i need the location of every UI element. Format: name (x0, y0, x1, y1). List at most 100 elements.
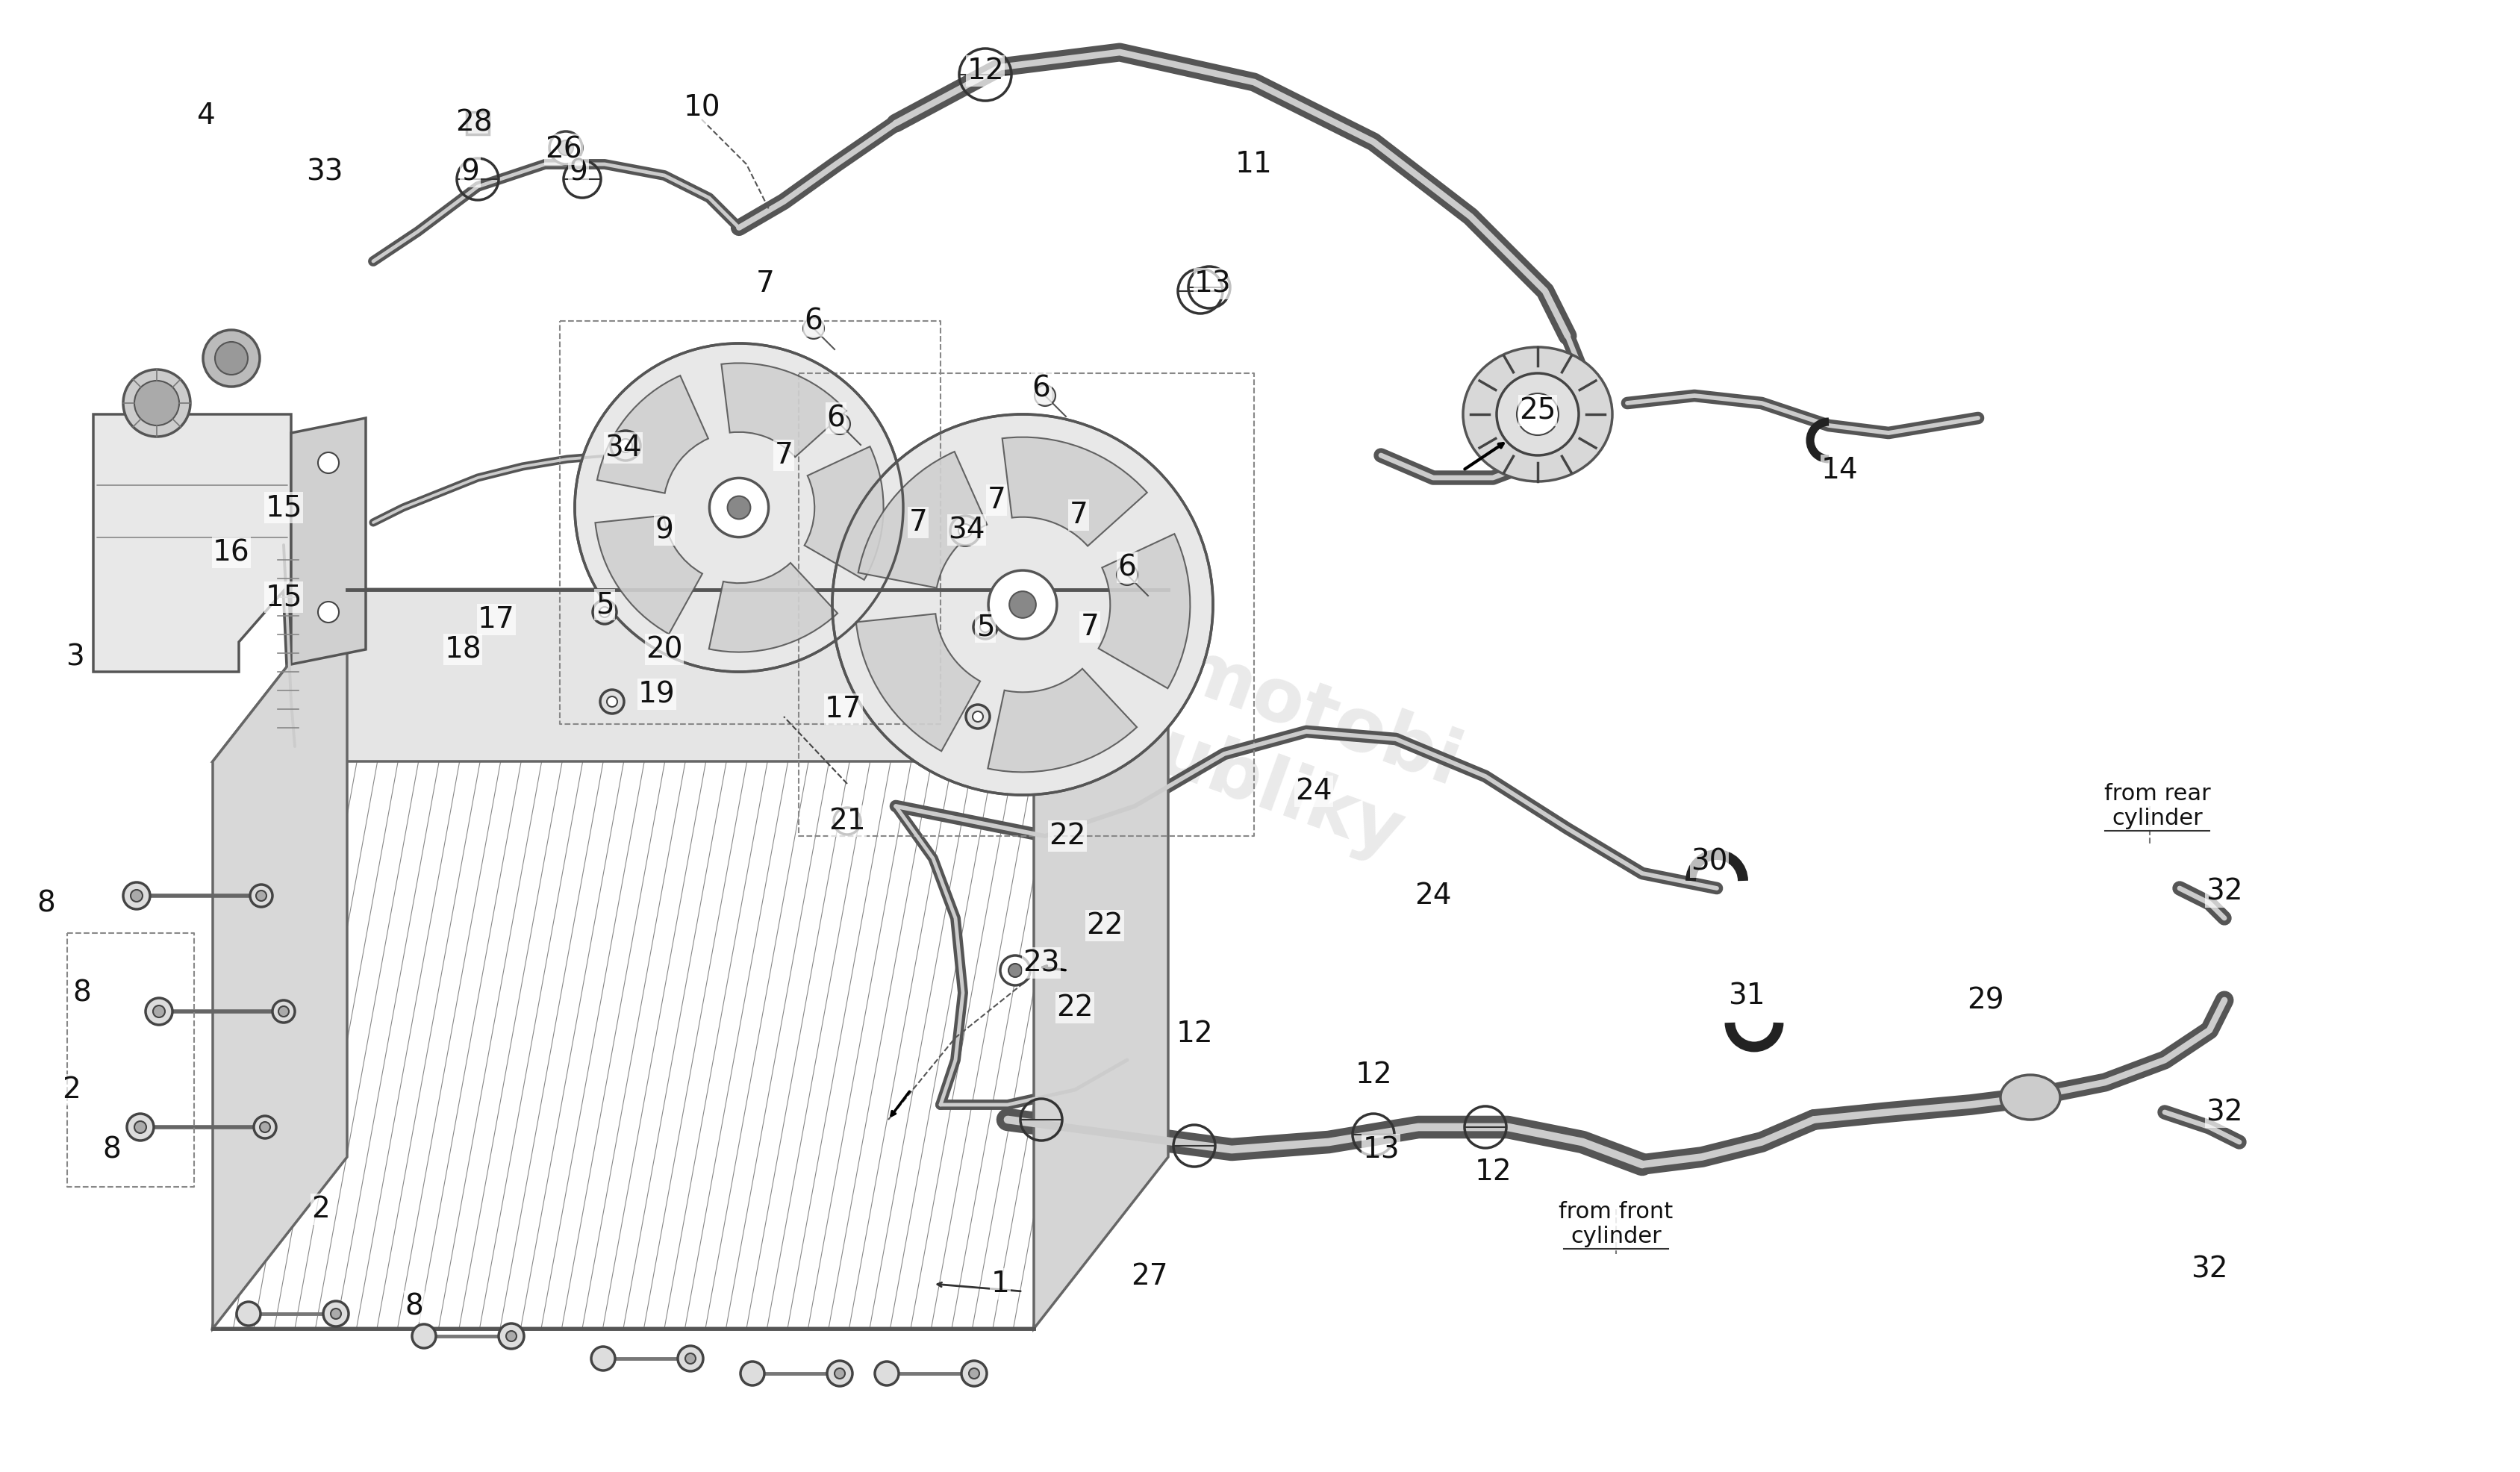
Circle shape (600, 606, 610, 617)
Text: 13: 13 (1363, 1135, 1399, 1164)
Text: 8: 8 (406, 1292, 423, 1320)
Text: 19: 19 (638, 680, 675, 708)
Wedge shape (859, 452, 988, 587)
Text: 4: 4 (197, 102, 214, 130)
Text: 21: 21 (829, 807, 867, 835)
Circle shape (413, 1325, 436, 1348)
Text: 32: 32 (2205, 877, 2243, 907)
Text: 29: 29 (1968, 986, 2003, 1014)
Text: 24: 24 (1295, 777, 1333, 805)
Circle shape (549, 131, 582, 165)
Circle shape (728, 496, 751, 520)
Text: 34: 34 (605, 434, 643, 462)
Text: 9: 9 (570, 158, 587, 185)
Circle shape (237, 1301, 260, 1326)
Text: 34: 34 (948, 515, 985, 545)
Circle shape (260, 1122, 270, 1132)
Text: 30: 30 (1691, 848, 1729, 876)
Text: 11: 11 (1235, 150, 1273, 178)
Circle shape (1008, 964, 1023, 977)
Text: 5: 5 (975, 612, 995, 642)
Text: 12: 12 (1356, 1061, 1391, 1089)
Circle shape (1517, 393, 1557, 436)
Text: 26: 26 (544, 135, 582, 163)
Text: from front
cylinder: from front cylinder (1560, 1201, 1673, 1248)
Polygon shape (292, 418, 365, 664)
Circle shape (965, 705, 990, 729)
Ellipse shape (1464, 347, 1613, 481)
Circle shape (610, 431, 640, 461)
Polygon shape (212, 590, 348, 1329)
Circle shape (973, 711, 983, 721)
Text: 6: 6 (804, 306, 824, 336)
Text: 3: 3 (66, 643, 83, 671)
Text: 10: 10 (683, 94, 721, 122)
Text: 24: 24 (1414, 882, 1452, 910)
Circle shape (620, 439, 633, 452)
Circle shape (829, 414, 849, 434)
Text: 2: 2 (312, 1195, 330, 1223)
Circle shape (592, 601, 617, 624)
Circle shape (559, 140, 572, 155)
Text: 13: 13 (1194, 269, 1232, 297)
Circle shape (600, 690, 625, 714)
Circle shape (950, 515, 980, 546)
Circle shape (832, 414, 1212, 795)
Circle shape (834, 1369, 844, 1379)
Circle shape (1116, 564, 1137, 586)
Circle shape (678, 1345, 703, 1372)
Circle shape (592, 1347, 615, 1370)
Text: 7: 7 (1081, 612, 1099, 642)
Text: 6: 6 (1033, 374, 1051, 402)
Circle shape (146, 998, 171, 1025)
Circle shape (711, 478, 769, 537)
Wedge shape (597, 375, 708, 493)
Circle shape (741, 1362, 764, 1385)
Circle shape (123, 369, 192, 437)
Text: 7: 7 (988, 486, 1005, 514)
Circle shape (804, 318, 824, 339)
Circle shape (827, 1360, 852, 1387)
Text: 27: 27 (1131, 1263, 1169, 1291)
Circle shape (499, 1323, 524, 1348)
Text: 32: 32 (2205, 1098, 2243, 1126)
Text: 12: 12 (968, 57, 1003, 85)
Circle shape (272, 1001, 295, 1023)
Text: 32: 32 (2190, 1254, 2228, 1284)
Circle shape (126, 1114, 154, 1141)
Circle shape (973, 615, 998, 639)
Circle shape (318, 452, 338, 474)
Text: 14: 14 (1822, 456, 1860, 484)
Text: 33: 33 (307, 158, 343, 185)
Text: 17: 17 (479, 605, 514, 634)
Text: 7: 7 (1068, 500, 1089, 530)
Circle shape (249, 885, 272, 907)
Wedge shape (1099, 534, 1189, 689)
Text: 22: 22 (1048, 821, 1086, 851)
Text: 2: 2 (60, 1076, 81, 1104)
Circle shape (330, 1309, 340, 1319)
Polygon shape (212, 590, 1169, 761)
Circle shape (685, 1353, 696, 1363)
Text: 22: 22 (1086, 911, 1124, 939)
Text: 12: 12 (1474, 1158, 1512, 1186)
Text: 6: 6 (827, 403, 844, 433)
Polygon shape (93, 414, 292, 671)
Text: 25: 25 (1520, 396, 1557, 425)
Text: from rear
cylinder: from rear cylinder (2104, 783, 2210, 830)
Text: 7: 7 (774, 442, 794, 470)
Circle shape (255, 1116, 277, 1138)
Bar (466, 112, 489, 134)
Text: 23: 23 (1023, 949, 1061, 977)
Polygon shape (1033, 590, 1169, 1329)
Circle shape (318, 602, 338, 623)
Circle shape (507, 1331, 517, 1341)
Circle shape (131, 889, 144, 902)
Circle shape (607, 696, 617, 707)
Circle shape (257, 891, 267, 901)
Text: 8: 8 (73, 979, 91, 1007)
Circle shape (214, 342, 247, 375)
Wedge shape (595, 515, 703, 634)
Ellipse shape (2001, 1075, 2061, 1120)
Circle shape (575, 343, 902, 671)
